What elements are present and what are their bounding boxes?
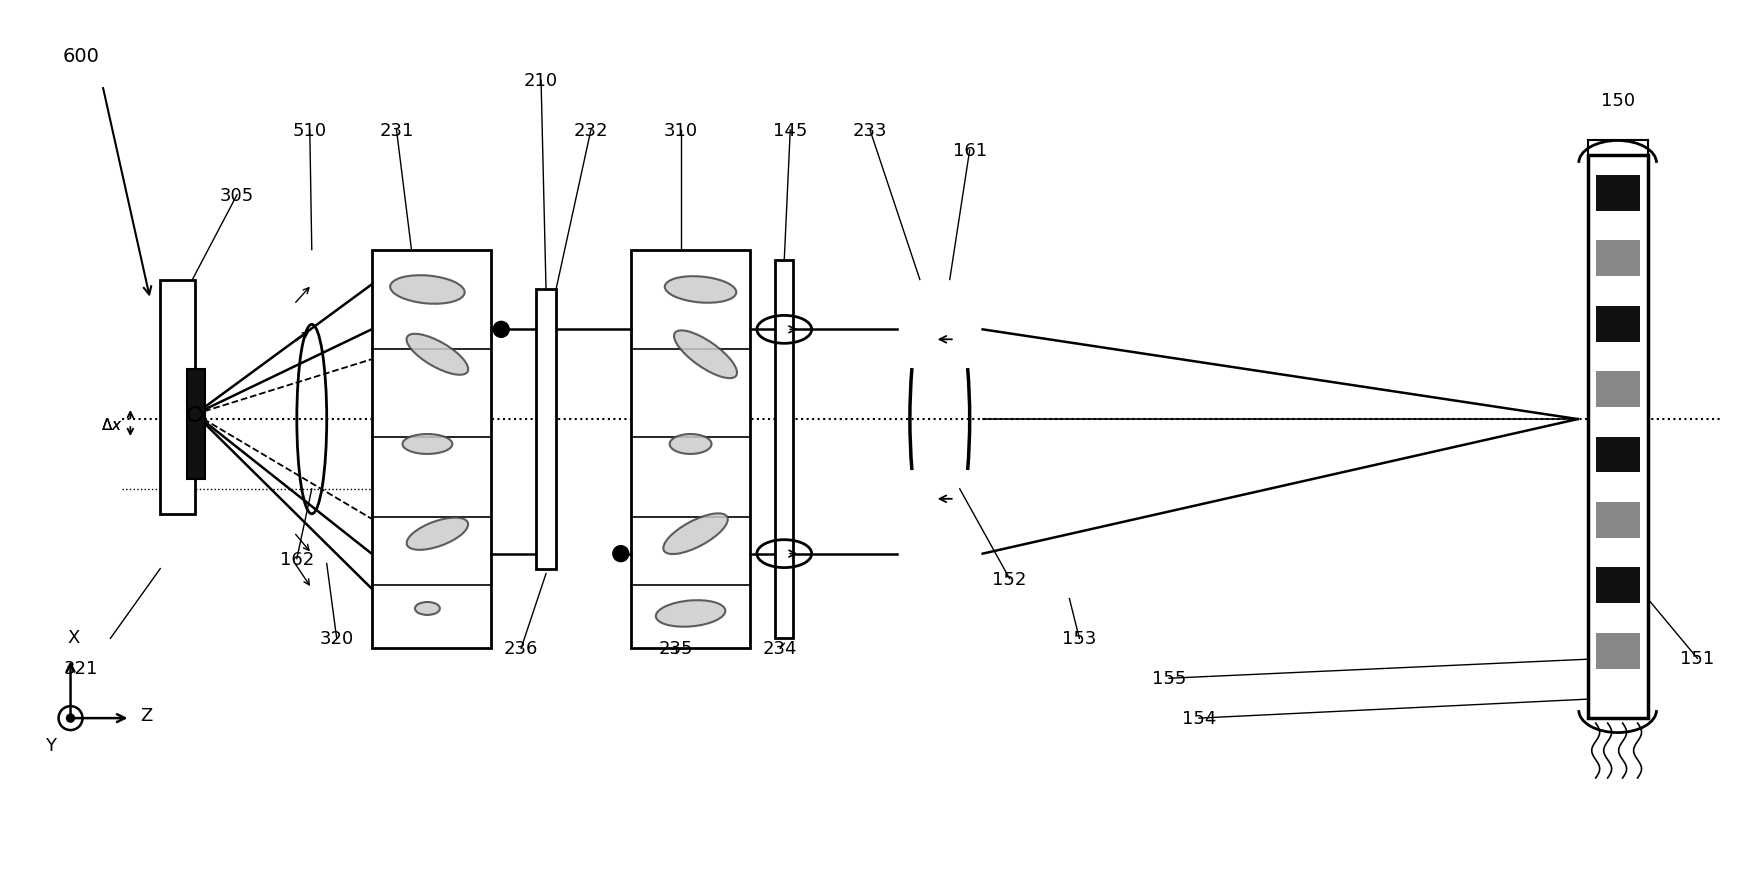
Ellipse shape (406, 518, 469, 551)
Text: 234: 234 (763, 639, 798, 658)
Text: 310: 310 (664, 122, 697, 140)
Text: 152: 152 (992, 570, 1027, 588)
Text: Z: Z (141, 706, 153, 724)
Text: 510: 510 (293, 122, 328, 140)
Text: $\Delta x$: $\Delta x$ (101, 416, 122, 433)
Bar (1595, 371, 1640, 407)
Bar (1588, 155, 1647, 718)
Bar (1595, 633, 1640, 669)
Bar (371, 250, 492, 649)
Bar (1595, 176, 1640, 212)
Bar (1595, 502, 1640, 538)
Text: $\Delta x$: $\Delta x$ (101, 416, 122, 433)
Text: 236: 236 (504, 639, 539, 658)
Bar (160, 280, 195, 515)
Ellipse shape (655, 601, 725, 627)
Text: 153: 153 (1061, 630, 1096, 648)
Bar (537, 290, 556, 569)
Bar (1595, 437, 1640, 473)
Text: 162: 162 (279, 550, 314, 568)
Text: 321: 321 (63, 659, 98, 678)
Text: 154: 154 (1182, 709, 1217, 727)
Text: 232: 232 (573, 122, 608, 140)
Ellipse shape (669, 435, 711, 455)
Bar (187, 370, 206, 479)
Text: 305: 305 (220, 186, 254, 205)
Circle shape (66, 715, 75, 723)
Ellipse shape (664, 514, 729, 554)
Ellipse shape (664, 277, 736, 304)
Text: 235: 235 (659, 639, 694, 658)
Text: Y: Y (45, 737, 56, 754)
Bar (1595, 568, 1640, 604)
Text: 150: 150 (1600, 92, 1635, 110)
Bar (776, 260, 793, 638)
Text: 320: 320 (319, 630, 354, 648)
Bar (1595, 306, 1640, 342)
Circle shape (493, 322, 509, 338)
Text: 210: 210 (525, 72, 558, 90)
Text: 161: 161 (953, 141, 987, 160)
Text: 233: 233 (852, 122, 887, 140)
Text: 600: 600 (63, 47, 99, 66)
Text: 231: 231 (380, 122, 413, 140)
Ellipse shape (390, 276, 465, 305)
Circle shape (614, 546, 629, 562)
Bar (1595, 241, 1640, 277)
Text: X: X (68, 629, 80, 646)
Bar (631, 250, 751, 649)
Ellipse shape (406, 335, 469, 376)
Ellipse shape (675, 331, 737, 378)
Text: 155: 155 (1152, 670, 1187, 687)
Text: 145: 145 (774, 122, 807, 140)
Text: 151: 151 (1680, 650, 1715, 667)
Ellipse shape (415, 602, 439, 615)
Ellipse shape (403, 435, 453, 455)
